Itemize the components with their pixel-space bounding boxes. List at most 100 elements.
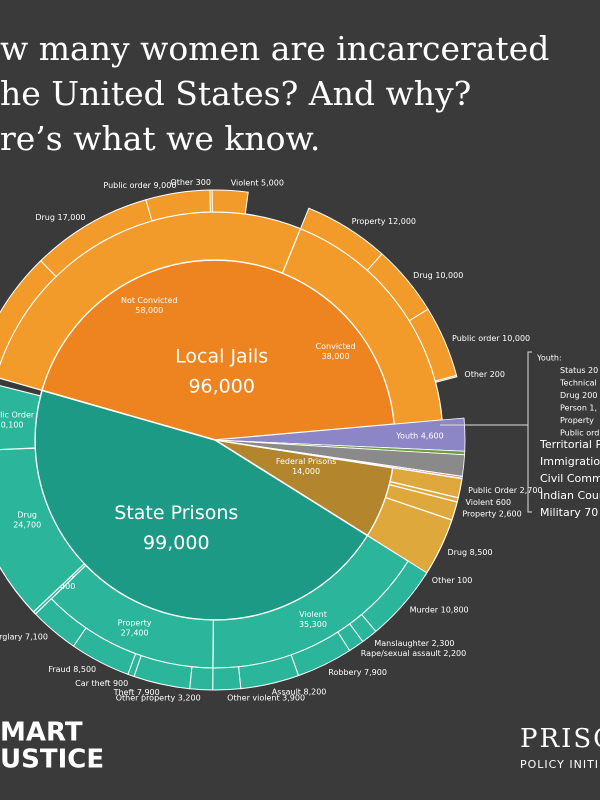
group-label: State Prisons 99,000 [114,501,238,553]
part-label-name: Not Convicted [121,296,178,305]
group-label-value: 4,600 [421,431,444,440]
outer-label-name: Rape/sexual assault [361,648,441,657]
outer-label-value: 2,600 [499,509,522,518]
outer-label: Other 300 [170,178,211,187]
group-label-value: 14,000 [292,466,320,475]
title-line: w many women are incarcerated [0,29,549,68]
outer-label-name: Other violent [227,693,279,702]
outer-label-value: 17,000 [58,212,86,221]
part-label-value: 400 [60,582,75,591]
outer-label: Theft 7,900 [113,688,160,697]
part-label-value: 27,400 [121,628,149,637]
outer-label-value: 2,300 [432,638,455,647]
outer-label: Robbery 7,900 [328,667,387,676]
outer-label-value: 900 [113,678,128,687]
part-label: Violent 35,300 [299,609,327,628]
outer-label: Property 2,600 [462,509,521,518]
bracket [440,351,532,513]
outer-label-name: Other [170,178,193,187]
part-label: Property 27,400 [118,618,152,637]
outer-label-name: Public order [103,180,151,189]
part-wedge [0,385,42,451]
group-label-name: Federal Prisons [276,456,337,465]
group-label-name: State Prisons [114,501,238,523]
outer-label-name: Public order [452,334,500,343]
outer-label-name: Car theft [75,678,110,687]
logo-left: MART [0,718,83,748]
outer-label: Other property 3,200 [116,693,201,702]
outer-label-value: 7,100 [25,632,48,641]
outer-label-value: 2,200 [443,648,466,657]
outer-label-value: 2,700 [520,485,543,494]
part-label-value: 58,000 [135,306,163,315]
outer-label: Public Order 2,700 [468,485,542,494]
outer-label-value: 3,200 [178,693,201,702]
part-label-value: 24,700 [13,520,41,529]
part-label-value: 38,000 [322,351,350,360]
outer-label-name: Drug [35,212,55,221]
part-label: Not Convicted 58,000 [121,296,178,315]
outer-label: Car theft 900 [75,678,128,687]
outer-label: Drug 17,000 [35,212,85,221]
logo-left: USTICE [0,745,104,775]
side-item: Military 70 [540,506,598,519]
outer-label-name: Other property [116,693,176,702]
part-label-value: 35,300 [299,619,327,628]
side-item: Immigratio [540,455,600,468]
outer-label-value: 3,900 [282,693,305,702]
outer-label: Manslaughter 2,300 [374,638,454,647]
outer-label-name: Murder [410,605,439,614]
part-label-name: ublic Order [0,410,35,419]
outer-label-name: Theft [113,688,135,697]
outer-label: Burglary 7,100 [0,632,48,641]
item-wedge [211,189,249,215]
outer-label-value: 100 [457,575,472,584]
outer-label-name: Drug [447,547,467,556]
outer-label-value: 7,900 [137,688,160,697]
outer-label: Public order 10,000 [452,334,530,343]
side-item-name: Territorial P [539,438,600,451]
part-label-name: Violent [299,609,327,618]
youth-item: Youth: [536,354,562,363]
outer-label-name: Public Order [468,485,518,494]
outer-label-name: Drug [413,270,433,279]
item-wedge [212,666,242,691]
group-label-name: Youth [395,431,418,440]
part-label: Drug 24,700 [13,510,41,529]
outer-label-name: Assault [272,687,301,696]
side-item-value: 70 [584,506,598,519]
side-item-name: Indian Cour [540,489,600,502]
outer-label-value: 9,000 [154,180,177,189]
side-item-name: Civil Comm [540,472,600,485]
youth-item: Public ord [560,429,599,438]
outer-label-name: Manslaughter [374,638,429,647]
part-label-name: Property [118,618,152,627]
outer-label-name: Violent [465,497,493,506]
side-item-name: Immigratio [540,455,600,468]
part-label-name: Drug [17,510,37,519]
group-label: Youth 4,600 [395,431,443,440]
outer-label-name: Burglary [0,632,23,641]
youth-item: Property [560,416,594,425]
part-label-value: 0,100 [1,420,24,429]
outer-label-name: Other [464,370,487,379]
youth-item: Drug 200 [560,391,597,400]
outer-label-name: Robbery [328,667,361,676]
title-line: he United States? And why? [0,74,471,113]
outer-label-value: 12,000 [388,217,416,226]
group-label-name: Local Jails [175,345,268,367]
group-label: Federal Prisons 14,000 [276,456,337,475]
outer-label-name: Violent [231,178,259,187]
outer-label: Violent 5,000 [231,178,284,187]
logo-right: PRISO [520,724,600,754]
outer-label-name: Fraud [48,664,70,673]
outer-label-name: Other [432,575,455,584]
part-wedge [0,447,86,613]
outer-label-value: 8,500 [470,547,493,556]
side-item: Civil Comm [540,472,600,485]
outer-label: Other 100 [432,575,473,584]
outer-label-value: 300 [196,178,211,187]
outer-label: Public order 9,000 [103,180,176,189]
